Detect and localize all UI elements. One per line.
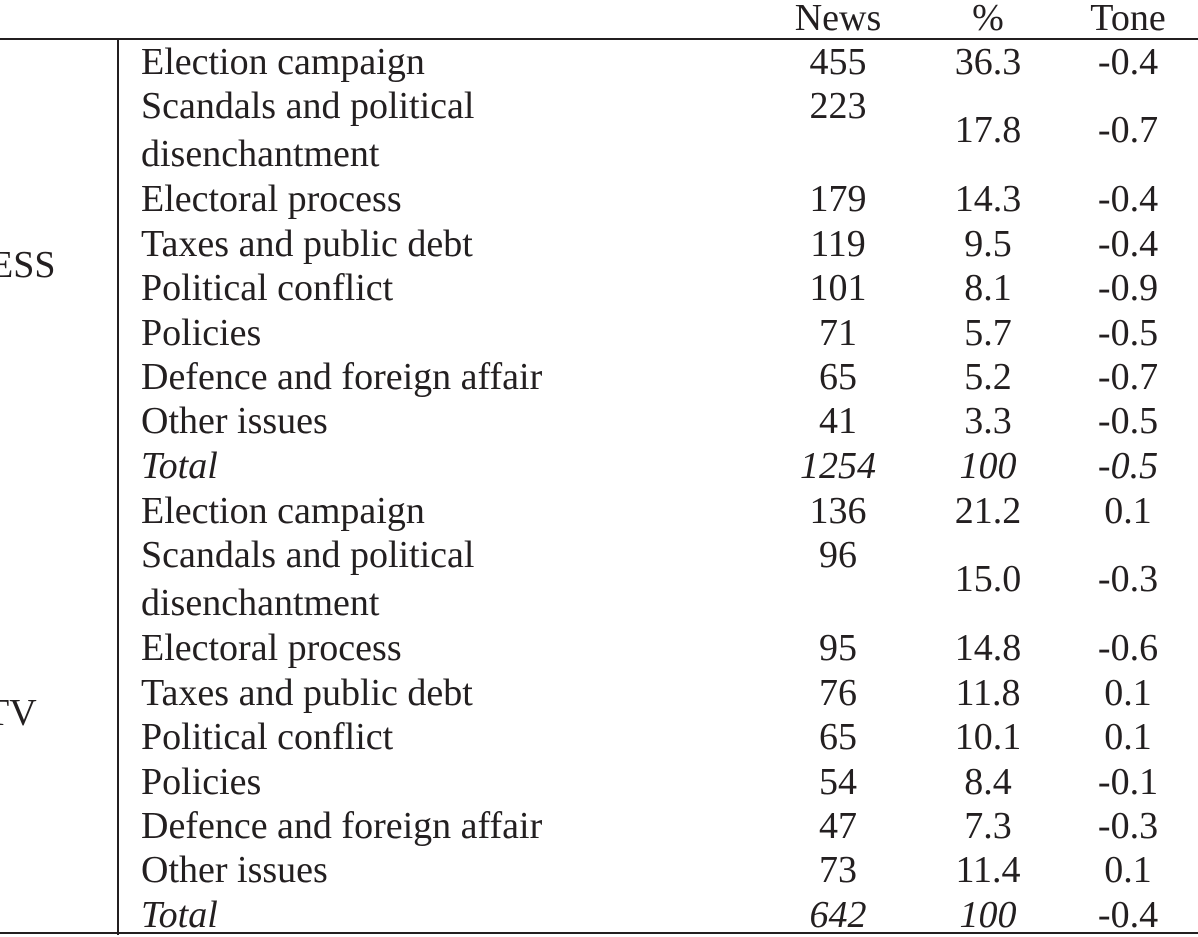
topic-label: Defence and foreign affair [141,805,543,847]
header-tone: Tone [1090,0,1166,39]
news-count: 119 [810,222,866,265]
topic-label-continued: disenchantment [141,582,380,625]
tone-value: -0.7 [1097,109,1159,152]
group-label-tv: TV [0,692,37,734]
news-count: 76 [819,671,857,714]
group-label-press: ESS [0,244,56,286]
topic-label: Taxes and public debt [141,671,473,714]
percent-value: 100 [959,444,1017,487]
tone-value: -0.9 [1097,267,1159,310]
tone-value: 0.1 [1104,716,1152,759]
percent-value: 14.8 [954,627,1022,670]
topic-label: Policies [141,311,262,354]
tone-value: 0.1 [1104,671,1152,714]
tone-value: -0.3 [1097,805,1159,847]
tone-value: -0.7 [1097,356,1159,398]
percent-value: 5.2 [964,356,1012,398]
news-count: 65 [819,356,857,398]
tone-value: 0.1 [1104,849,1152,892]
tone-value: -0.5 [1097,311,1159,354]
percent-value: 10.1 [954,716,1022,759]
percent-value: 36.3 [954,41,1022,83]
percent-value: 8.4 [964,760,1012,803]
tone-value: -0.1 [1097,760,1159,803]
header-percent: % [972,0,1004,39]
column-divider [117,40,119,935]
percent-value: 11.8 [955,671,1021,714]
topic-label: Political conflict [141,716,394,759]
news-count: 223 [809,85,867,128]
news-count: 73 [819,849,857,892]
news-count: 455 [809,41,867,83]
topic-label: Total [141,893,218,936]
topic-label: Defence and foreign affair [141,356,543,398]
tone-value: -0.3 [1097,558,1159,601]
news-count: 1254 [800,444,876,487]
tone-value: -0.4 [1097,893,1159,936]
percent-value: 3.3 [964,400,1012,443]
topic-label: Election campaign [141,490,425,532]
tone-value: -0.5 [1097,444,1159,487]
tone-value: 0.1 [1104,490,1152,532]
topic-label: Policies [141,760,262,803]
topic-label: Total [141,444,218,487]
percent-value: 8.1 [964,267,1012,310]
percent-value: 9.5 [964,222,1012,265]
percent-value: 15.0 [954,558,1022,601]
topic-label: Election campaign [141,41,425,83]
topic-label: Electoral process [141,178,402,221]
tone-value: -0.4 [1097,178,1159,221]
tone-value: -0.4 [1097,222,1159,265]
topic-label: Scandals and political [141,534,475,577]
percent-value: 11.4 [955,849,1021,892]
news-count: 54 [819,760,857,803]
tone-value: -0.4 [1097,41,1159,83]
news-count: 136 [809,490,867,532]
news-count: 47 [819,805,857,847]
news-count: 65 [819,716,857,759]
news-count: 642 [809,893,867,936]
topic-label: Other issues [141,849,328,892]
news-count: 96 [819,534,857,577]
header-news: News [794,0,882,39]
topic-label: Taxes and public debt [141,222,473,265]
percent-value: 7.3 [964,805,1012,847]
news-count: 95 [819,627,857,670]
tone-value: -0.6 [1097,627,1159,670]
percent-value: 100 [959,893,1017,936]
topic-label: Scandals and political [141,85,475,128]
topic-label: Political conflict [141,267,394,310]
news-count: 71 [819,311,857,354]
topic-label: Other issues [141,400,328,443]
percent-value: 21.2 [954,490,1022,532]
news-count: 41 [819,400,857,443]
news-count: 101 [809,267,867,310]
tone-value: -0.5 [1097,400,1159,443]
news-count: 179 [809,178,867,221]
bottom-rule [0,932,1198,934]
topic-label-continued: disenchantment [141,133,380,176]
percent-value: 5.7 [964,311,1012,354]
percent-value: 17.8 [954,109,1022,152]
percent-value: 14.3 [954,178,1022,221]
topic-label: Electoral process [141,627,402,670]
top-rule [0,38,1198,40]
